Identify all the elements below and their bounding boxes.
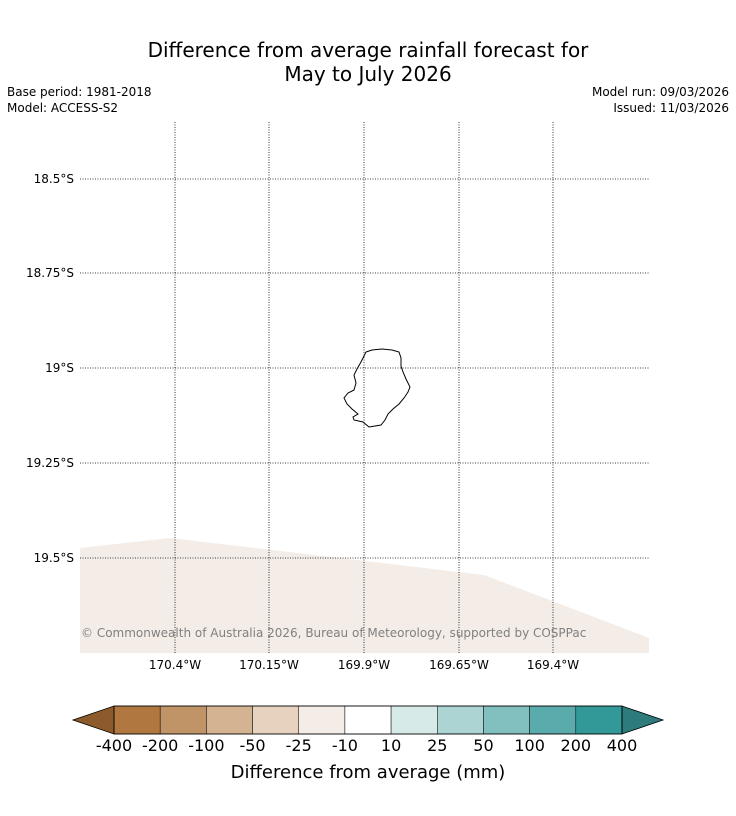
colorbar-outline — [113, 705, 623, 735]
colorbar-tick-label: -100 — [188, 736, 224, 755]
colorbar-bin — [159, 705, 207, 735]
lon-label-170-15: 170.15°W — [239, 658, 299, 672]
colorbar-bin — [483, 705, 530, 735]
colorbar-bin — [113, 705, 161, 735]
lon-label-169-9: 169.9°W — [338, 658, 390, 672]
colorbar-bin — [390, 705, 438, 735]
colorbar-tick-label: 400 — [607, 736, 638, 755]
colorbar-bin — [206, 705, 253, 735]
colorbar-tick-label: 200 — [561, 736, 592, 755]
colorbar-tick-label: -50 — [239, 736, 265, 755]
longitude-labels: 170.4°W 170.15°W 169.9°W 169.65°W 169.4°… — [149, 658, 579, 672]
colorbar-tick-label: 50 — [473, 736, 493, 755]
colorbar-tick-label: 10 — [381, 736, 401, 755]
forecast-shaded-region — [80, 538, 649, 653]
title-line-1: Difference from average rainfall forecas… — [147, 38, 589, 62]
lat-label-19-25: 19.25°S — [26, 456, 74, 470]
lat-label-18-5: 18.5°S — [34, 172, 74, 186]
colorbar — [71, 705, 665, 735]
lon-label-170-4: 170.4°W — [149, 658, 201, 672]
colorbar-tick-label: -400 — [96, 736, 132, 755]
metadata-right: Model run: 09/03/2026 Issued: 11/03/2026 — [592, 84, 729, 116]
issued-date: Issued: 11/03/2026 — [613, 101, 729, 115]
colorbar-tick-label: 25 — [427, 736, 447, 755]
colorbar-tick-label: -10 — [332, 736, 358, 755]
colorbar-extend-high — [621, 705, 665, 735]
title-line-2: May to July 2026 — [284, 62, 452, 86]
lat-label-18-75: 18.75°S — [26, 266, 74, 280]
lon-label-169-4: 169.4°W — [527, 658, 579, 672]
colorbar-bin — [575, 705, 623, 735]
base-period: Base period: 1981-2018 — [7, 85, 152, 99]
lat-label-19: 19°S — [45, 361, 74, 375]
colorbar-tick-label: -25 — [286, 736, 312, 755]
metadata-left: Base period: 1981-2018 Model: ACCESS-S2 — [7, 84, 152, 116]
longitude-gridlines — [174, 122, 554, 653]
colorbar-bin — [298, 705, 346, 735]
island-coastline — [343, 348, 411, 428]
colorbar-tick-labels: -400 -200 -100 -50 -25 -10 10 25 50 100 200 400 — [96, 736, 637, 755]
colorbar-bin — [252, 705, 299, 735]
lon-label-169-65: 169.65°W — [429, 658, 489, 672]
colorbar-tick-label: 100 — [514, 736, 545, 755]
lat-label-19-5: 19.5°S — [34, 551, 74, 565]
map-panel: © Commonwealth of Australia 2026, Bureau… — [80, 122, 649, 653]
colorbar-title: Difference from average (mm) — [231, 762, 506, 783]
colorbar-bin — [344, 705, 392, 735]
latitude-labels: 18.5°S 18.75°S 19°S 19.25°S 19.5°S — [26, 172, 74, 565]
colorbar-bin — [529, 705, 577, 735]
map-title: Difference from average rainfall forecas… — [0, 38, 736, 86]
model-name: Model: ACCESS-S2 — [7, 101, 119, 115]
colorbar-extend-low — [71, 705, 115, 735]
copyright-text: © Commonwealth of Australia 2026, Bureau… — [81, 626, 586, 640]
colorbar-bin — [437, 705, 484, 735]
colorbar-tick-label: -200 — [142, 736, 178, 755]
model-run: Model run: 09/03/2026 — [591, 85, 729, 99]
